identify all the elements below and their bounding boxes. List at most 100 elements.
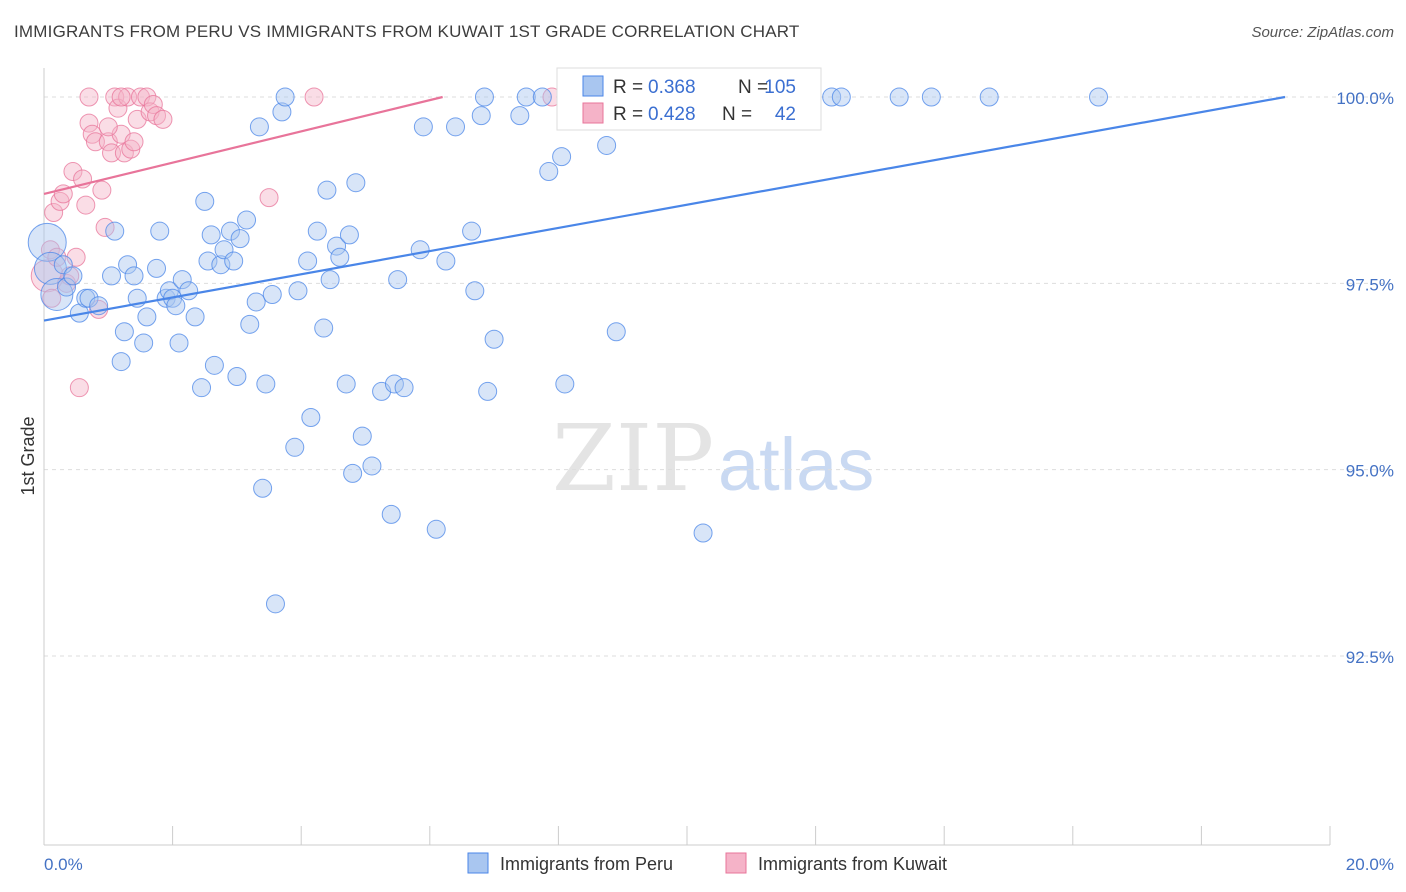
kuwait-point: [63, 162, 83, 182]
stats-peru-swatch: [582, 75, 604, 97]
legend-peru-label: Immigrants from Peru: [500, 854, 673, 874]
stats-peru-n-label: N =: [738, 77, 768, 98]
peru-point: [307, 221, 327, 241]
y-tick-label: 97.5%: [1346, 275, 1394, 294]
peru-point: [343, 463, 363, 483]
peru-point: [166, 296, 186, 316]
peru-point: [462, 221, 482, 241]
peru-point: [265, 594, 285, 614]
peru-point: [249, 117, 269, 137]
stats-kuwait-r-label: R =: [613, 104, 643, 125]
peru-point: [272, 102, 292, 122]
trend-lines: [43, 95, 1286, 322]
kuwait-point: [76, 195, 96, 215]
peru-point: [921, 87, 941, 107]
y-tick-label: 95.0%: [1346, 462, 1394, 481]
peru-point: [102, 266, 122, 286]
kuwait-point: [304, 87, 324, 107]
peru-point: [298, 251, 318, 271]
peru-point: [201, 225, 221, 245]
peru-point: [179, 281, 199, 301]
peru-point: [471, 106, 491, 126]
stats-peru-r-label: R =: [613, 77, 643, 98]
peru-point: [137, 307, 157, 327]
kuwait-point: [114, 143, 134, 163]
peru-point: [606, 322, 626, 342]
peru-point: [40, 278, 74, 312]
watermark-zip: ZIP: [552, 405, 714, 512]
peru-point: [246, 292, 266, 312]
peru-point: [388, 270, 408, 290]
kuwait-point: [95, 217, 115, 237]
peru-point: [314, 318, 334, 338]
peru-point: [253, 478, 273, 498]
peru-point: [262, 285, 282, 305]
peru-point: [195, 191, 215, 211]
peru-point: [831, 87, 851, 107]
peru-point: [114, 322, 134, 342]
peru-point: [539, 162, 559, 182]
peru-point: [147, 258, 167, 278]
peru-point: [198, 251, 218, 271]
legend-peru-swatch: [467, 852, 489, 874]
kuwait-point: [124, 132, 144, 152]
kuwait-point: [42, 288, 62, 308]
peru-point: [105, 221, 125, 241]
peru-point: [214, 240, 234, 260]
peru-point: [53, 255, 73, 275]
bottom-legend: Immigrants from Peru Immigrants from Kuw…: [467, 852, 947, 874]
kuwait-point: [153, 109, 173, 129]
peru-point: [224, 251, 244, 271]
peru-point: [446, 117, 466, 137]
peru-point: [327, 236, 347, 256]
peru-point: [410, 240, 430, 260]
peru-point: [204, 355, 224, 375]
peru-point: [237, 210, 257, 230]
kuwait-point: [137, 87, 157, 107]
peru-point: [478, 381, 498, 401]
peru-point: [275, 87, 295, 107]
peru-point: [693, 523, 713, 543]
kuwait-point: [143, 94, 163, 114]
kuwait-trend-line: [43, 95, 443, 195]
kuwait-point: [69, 378, 89, 398]
peru-point: [484, 329, 504, 349]
kuwait-point: [111, 87, 131, 107]
peru-point: [240, 314, 260, 334]
kuwait-point: [79, 87, 99, 107]
peru-point: [301, 407, 321, 427]
x-tick-label-max: 20.0%: [1346, 855, 1394, 874]
kuwait-point: [44, 203, 64, 223]
peru-point: [362, 456, 382, 476]
kuwait-point: [108, 98, 128, 118]
peru-point: [134, 333, 154, 353]
peru-point: [317, 180, 337, 200]
peru-point: [597, 135, 617, 155]
peru-point: [555, 374, 575, 394]
y-tick-label: 100.0%: [1336, 89, 1394, 108]
peru-point: [384, 374, 404, 394]
peru-point: [346, 173, 366, 193]
watermark-atlas: atlas: [718, 423, 874, 506]
peru-point: [474, 87, 494, 107]
peru-point: [172, 270, 192, 290]
x-tick-label-min: 0.0%: [44, 855, 83, 874]
peru-point: [394, 378, 414, 398]
peru-point: [185, 307, 205, 327]
stats-peru-n-value: 105: [764, 77, 796, 98]
peru-point: [532, 87, 552, 107]
peru-point: [1089, 87, 1109, 107]
peru-points: [27, 87, 1109, 614]
kuwait-point: [92, 180, 112, 200]
peru-point: [57, 277, 77, 297]
peru-point: [192, 378, 212, 398]
chart-title: IMMIGRANTS FROM PERU VS IMMIGRANTS FROM …: [14, 22, 800, 41]
legend-kuwait-swatch: [725, 852, 747, 874]
kuwait-point: [40, 240, 60, 260]
peru-point: [230, 229, 250, 249]
peru-point: [33, 251, 67, 285]
peru-trend-line: [43, 95, 1286, 322]
kuwait-points: [30, 87, 562, 398]
peru-point: [111, 352, 131, 372]
y-tick-label: 92.5%: [1346, 648, 1394, 667]
